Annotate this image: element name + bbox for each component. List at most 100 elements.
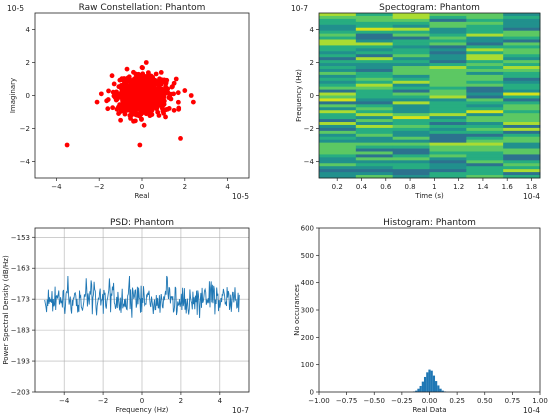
spectrogram-cell [319,80,357,85]
spectrogram-cell [429,113,467,117]
spectrogram-cell [466,33,504,37]
spectrogram-cell [392,42,430,46]
spectrogram-cell [503,142,541,146]
chart-title: Raw Constellation: Phantom [79,3,206,13]
spectrogram-cell [429,63,467,67]
spectrogram-cell [355,169,394,173]
scatter-point [106,88,111,94]
spectrogram-cell [429,60,467,64]
spectrogram-cell [392,86,430,91]
y-tick-label: −2 [20,125,30,133]
spectrogram-cell [355,45,394,49]
spectrogram-cell [503,130,541,135]
spectrogram-cell [503,42,541,46]
x-exponent-label: 10-4 [523,406,540,415]
spectrogram-cell [355,127,394,132]
scatter-point [118,117,123,123]
spectrogram-cell [503,113,541,117]
spectrogram-cell [319,145,357,149]
scatter-point [166,95,172,100]
spectrogram-cell [392,57,430,61]
spectrogram-cell [429,71,467,76]
spectrogram-cell [503,104,541,108]
spectrogram-cell [319,113,357,117]
spectrogram-cell [429,127,467,132]
spectrogram-cell [355,107,394,111]
scatter-point [146,89,151,95]
scatter-point [161,99,167,104]
chart-title: PSD: Phantom [110,218,174,228]
spectrogram-cell [355,163,394,167]
spectrogram-cell [503,136,541,141]
spectrogram-cell [429,68,467,73]
spectrogram-cell [355,51,394,55]
spectrogram-cell [429,57,467,61]
axes-frame [34,227,250,393]
scatter-point [130,80,136,86]
scatter-point [112,94,118,100]
spectrogram-cell [355,104,394,108]
spectrogram-cell [503,110,541,114]
spectrogram-cell [503,48,541,52]
spectrogram-cell [392,98,430,102]
spectrogram-cell [429,66,467,70]
spectrogram-cell [319,116,357,120]
spectrogram-cell [319,95,357,99]
spectrogram-cell [355,18,394,23]
spectrogram-cell [319,48,357,52]
plot-area [64,60,196,148]
spectrogram-cell [466,86,504,91]
spectrogram-cell [392,169,430,173]
spectrogram-cell [319,15,357,20]
spectrogram-cell [466,57,504,61]
spectrogram-cell [429,21,467,26]
spectrogram-cell [429,42,467,46]
spectrogram-cell [355,172,394,176]
spectrogram-cell [392,80,430,85]
spectrogram-cell [355,145,394,149]
spectrogram-cell [392,45,430,49]
scatter-point [140,104,146,109]
axes-frame [34,12,250,179]
spectrogram-cell [429,92,467,96]
histogram-bar [435,381,438,392]
spectrogram-cell [466,77,504,82]
spectrogram-cell [429,116,467,120]
spectrogram-cell [503,66,541,70]
x-tick-label: 0 [140,397,144,405]
histogram-bar [437,385,440,392]
scatter-point [155,109,161,115]
spectrogram-cell [503,63,541,67]
histogram-bar [432,375,436,392]
spectrogram-cell [429,160,467,164]
y-tick-label: 100 [301,361,314,369]
x-tick-label: −0.75 [336,397,357,405]
scatter-point [135,112,141,118]
spectrogram-cell [319,60,357,64]
scatter-point [105,97,111,102]
y-tick-label: −163 [11,265,30,273]
spectrogram-cell [355,175,394,179]
spectrogram-cell [466,18,504,23]
spectrogram-cell [319,148,357,152]
subplot-1: Raw Constellation: Phantom −4 −2 0 2 4 −4 −2 0 2 4… [7,3,250,201]
spectrogram-cell [429,148,467,152]
spectrogram-cell [355,166,394,170]
spectrogram-cell [429,83,467,88]
spectrogram-cell [503,36,541,40]
spectrogram-cell [355,116,394,120]
scatter-point [141,76,146,82]
y-tick-label: 0 [310,92,314,100]
spectrogram-cell [319,74,357,79]
spectrogram-cell [429,27,467,32]
x-tick-label: 1 [432,183,436,191]
spectrogram-cell [355,89,394,93]
spectrogram-cell [392,51,430,55]
spectrogram-cell [392,68,430,73]
y-tick-label: −2 [304,125,314,133]
scatter-point [143,60,149,65]
spectrogram-cell [355,160,394,164]
x-exponent-label: 10-7 [232,406,249,415]
y-exponent-label: 10-7 [291,4,308,13]
